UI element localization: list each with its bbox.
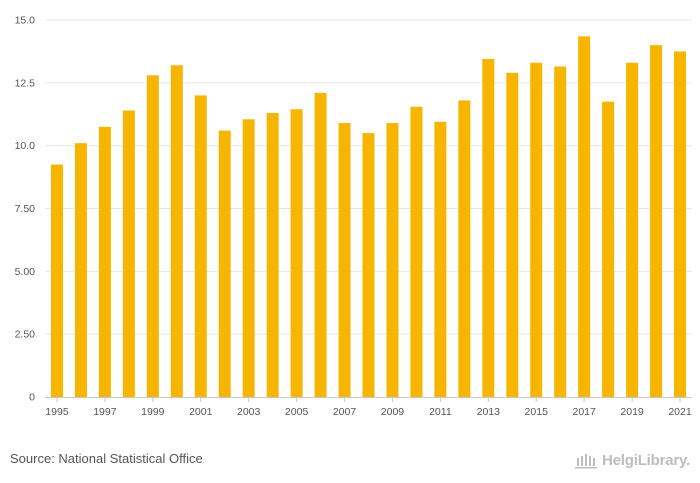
bar-2017[interactable] xyxy=(578,36,591,397)
x-tick-label: 1997 xyxy=(93,406,117,418)
bar-2007[interactable] xyxy=(338,123,351,398)
bar-2008[interactable] xyxy=(362,133,375,397)
bar-2019[interactable] xyxy=(626,62,639,398)
logo-text: HelgiLibrary. xyxy=(602,451,690,469)
y-tick-label: 2.50 xyxy=(15,329,36,341)
bar-chart: 0 2.50 5.00 7.50 10.0 12.5 15.0 1995 1997 1999 20… xyxy=(15,15,692,418)
x-tick-label: 2001 xyxy=(189,406,213,418)
bar-2003[interactable] xyxy=(242,119,255,397)
x-tick-label: 2013 xyxy=(477,406,501,418)
bar-2006[interactable] xyxy=(314,92,327,398)
bar-2002[interactable] xyxy=(218,130,231,397)
bar-1998[interactable] xyxy=(122,110,135,397)
bars xyxy=(50,36,687,398)
y-tick-label: 10.0 xyxy=(15,140,36,152)
bar-2021[interactable] xyxy=(674,51,687,398)
y-tick-label: 7.50 xyxy=(15,203,36,215)
y-axis-ticks: 0 2.50 5.00 7.50 10.0 12.5 15.0 xyxy=(15,15,36,404)
x-tick-label: 1999 xyxy=(141,406,165,418)
x-tick-label: 2019 xyxy=(620,406,644,418)
library-building-icon xyxy=(575,454,598,469)
y-tick-label: 12.5 xyxy=(15,77,36,89)
bar-2010[interactable] xyxy=(410,106,423,398)
x-tick-label: 2005 xyxy=(285,406,309,418)
bar-1999[interactable] xyxy=(146,75,159,397)
bar-2000[interactable] xyxy=(170,65,183,398)
x-tick-label: 2007 xyxy=(333,406,357,418)
x-axis-ticks: 1995 1997 1999 2001 2003 2005 2007 2009 2011 2013… xyxy=(45,397,692,418)
bar-1997[interactable] xyxy=(98,126,111,398)
x-tick-label: 1995 xyxy=(45,406,69,418)
bar-2014[interactable] xyxy=(506,72,519,397)
bar-1996[interactable] xyxy=(74,143,87,397)
x-tick-label: 2011 xyxy=(429,406,452,418)
y-tick-label: 15.0 xyxy=(15,15,36,27)
bar-2001[interactable] xyxy=(194,95,207,398)
bar-2016[interactable] xyxy=(554,66,567,397)
bar-2015[interactable] xyxy=(530,62,543,398)
y-tick-label: 0 xyxy=(29,392,35,404)
x-tick-label: 2015 xyxy=(525,406,549,418)
bar-2005[interactable] xyxy=(290,109,303,398)
bar-2009[interactable] xyxy=(386,123,399,398)
bar-2018[interactable] xyxy=(602,101,615,397)
x-tick-label: 2003 xyxy=(237,406,261,418)
bar-1995[interactable] xyxy=(50,164,63,397)
x-tick-label: 2021 xyxy=(668,406,692,418)
helgi-library-logo[interactable]: HelgiLibrary. xyxy=(573,449,690,471)
bar-2013[interactable] xyxy=(482,58,495,397)
source-note: Source: National Statistical Office xyxy=(10,451,203,466)
x-tick-label: 2009 xyxy=(381,406,405,418)
bar-2004[interactable] xyxy=(266,112,279,397)
x-tick-label: 2017 xyxy=(572,406,596,418)
y-tick-label: 5.00 xyxy=(15,266,36,278)
bar-2020[interactable] xyxy=(650,45,663,398)
bar-2012[interactable] xyxy=(458,100,471,397)
bar-2011[interactable] xyxy=(434,121,447,397)
